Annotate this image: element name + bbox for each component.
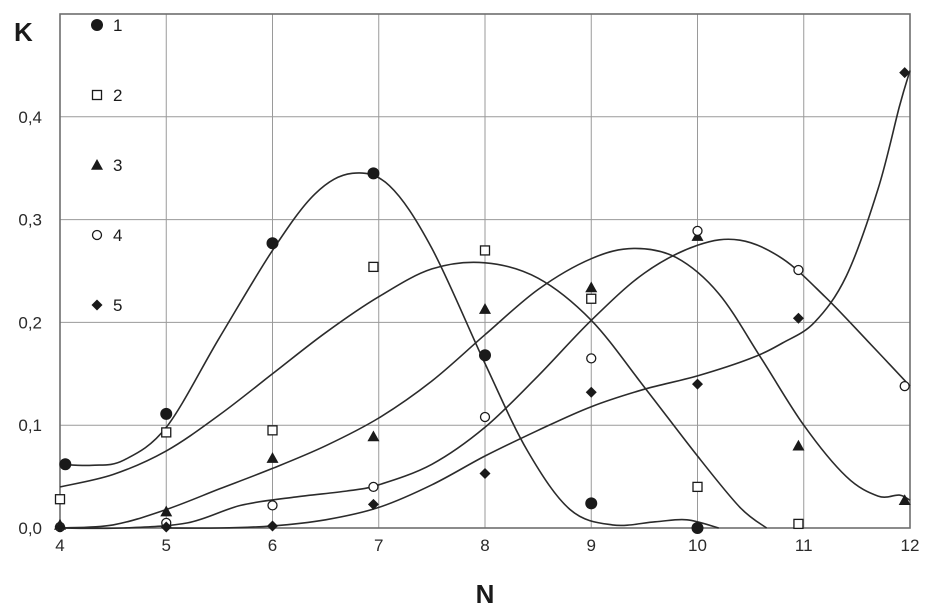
y-tick-label: 0,0 xyxy=(18,519,42,538)
series-3-point xyxy=(479,303,491,314)
data-points xyxy=(54,67,911,534)
series-4-point xyxy=(692,225,703,237)
legend-label-2: 2 xyxy=(113,86,122,105)
series-1-point xyxy=(367,167,380,180)
series-3-point xyxy=(367,430,380,442)
series-5-curve xyxy=(166,70,911,529)
series-4-point xyxy=(586,353,597,364)
y-axis-title: K xyxy=(14,17,33,47)
x-axis-tick-labels: 4 5 6 7 8 9 10 11 12 xyxy=(55,536,919,555)
legend-label-4: 4 xyxy=(113,226,122,245)
series-5-point xyxy=(899,67,911,79)
series-1-point xyxy=(266,237,279,250)
series-3-point xyxy=(792,439,805,451)
series-2-point xyxy=(479,245,491,256)
gridlines xyxy=(60,14,910,528)
legend-label-5: 5 xyxy=(113,296,122,315)
series-1-point xyxy=(160,407,173,420)
y-tick-label: 0,4 xyxy=(18,108,42,127)
series-4-point xyxy=(368,481,379,493)
legend-label-1: 1 xyxy=(113,16,122,35)
series-3-point xyxy=(160,505,173,517)
series-1-point xyxy=(691,522,704,534)
series-4-point xyxy=(793,264,804,276)
series-1-point xyxy=(59,458,72,471)
legend-marker-5 xyxy=(91,299,103,311)
series-5-point xyxy=(367,498,379,510)
series-2-point xyxy=(54,494,66,505)
series-3-point xyxy=(585,281,598,293)
legend-marker-4 xyxy=(91,229,103,241)
x-tick-label: 8 xyxy=(480,536,489,555)
x-tick-label: 4 xyxy=(55,536,64,555)
legend-marker-3 xyxy=(91,159,103,170)
x-tick-label: 7 xyxy=(374,536,383,555)
series-2-point xyxy=(161,427,172,438)
series-1-point xyxy=(479,349,491,362)
series-5-point xyxy=(692,378,703,390)
series-5-point xyxy=(160,521,172,533)
y-tick-label: 0,1 xyxy=(18,416,42,435)
y-tick-label: 0,2 xyxy=(18,313,42,332)
x-tick-label: 9 xyxy=(587,536,596,555)
legend-marker-2 xyxy=(91,89,103,101)
series-4-point xyxy=(899,380,910,392)
series-4-curve xyxy=(59,238,911,530)
y-tick-label: 0,3 xyxy=(18,211,42,230)
series-5-point xyxy=(585,386,597,398)
x-tick-label: 10 xyxy=(688,536,707,555)
series-5-point xyxy=(54,521,66,533)
series-5-point xyxy=(479,468,491,480)
series-2-point xyxy=(793,518,804,530)
series-3-point xyxy=(898,494,911,506)
series-2-point xyxy=(586,293,597,304)
series-3-point xyxy=(266,452,279,463)
x-tick-label: 5 xyxy=(162,536,171,555)
x-axis-title: N xyxy=(476,579,495,609)
x-tick-label: 11 xyxy=(795,536,813,555)
series-5-point xyxy=(267,520,278,532)
series-4-point xyxy=(479,411,491,423)
y-axis-tick-labels: 0,0 0,1 0,2 0,3 0,4 xyxy=(18,108,42,538)
x-tick-label: 12 xyxy=(901,536,920,555)
series-2-point xyxy=(368,261,379,273)
legend: 1 2 3 4 5 xyxy=(91,16,122,315)
series-3-curve xyxy=(59,247,911,529)
series-4-point xyxy=(267,500,278,511)
series-2-point xyxy=(267,425,278,436)
series-5-point xyxy=(792,312,804,324)
plot-area-frame xyxy=(59,13,911,529)
series-1-curve xyxy=(59,172,719,529)
series-2-point xyxy=(692,481,703,493)
series-1-point xyxy=(585,497,598,510)
legend-label-3: 3 xyxy=(113,156,122,175)
x-tick-label: 6 xyxy=(268,536,277,555)
series-2-curve xyxy=(59,261,768,529)
legend-marker-1 xyxy=(91,19,103,31)
